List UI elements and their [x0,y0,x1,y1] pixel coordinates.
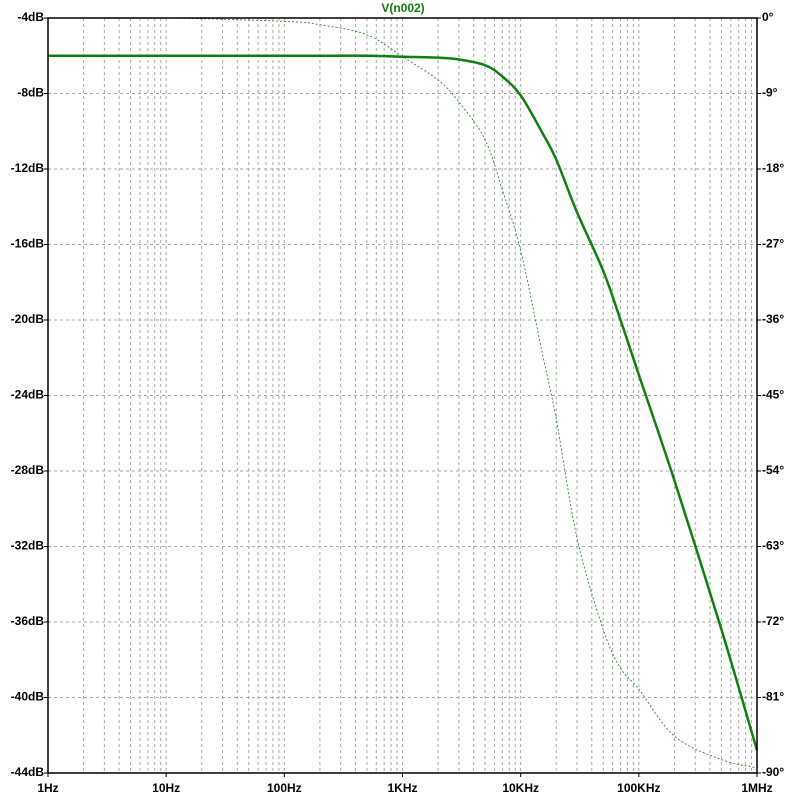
x-tick-label: 1MHz [741,781,772,795]
y2-tick-label: -45° [762,388,784,402]
y2-tick-label: -54° [762,463,784,477]
y2-tick-label: -81° [762,690,784,704]
y2-tick-label: -90° [762,765,784,779]
x-tick-label: 10KHz [502,781,539,795]
y-tick-label: -40dB [11,690,45,704]
y2-tick-label: -9° [762,86,778,100]
chart-title: V(n002) [381,1,424,15]
y2-tick-label: -63° [762,539,784,553]
y-tick-label: -4dB [17,10,44,24]
y-tick-label: -16dB [11,237,45,251]
y-tick-label: -8dB [17,86,44,100]
y-tick-label: -36dB [11,614,45,628]
y2-tick-label: -27° [762,237,784,251]
phase-line [47,17,758,769]
x-tick-label: 100KHz [617,781,660,795]
x-tick-label: 1KHz [387,781,417,795]
y-tick-label: -12dB [11,161,45,175]
y2-tick-label: 0° [762,10,774,24]
y2-tick-label: -18° [762,161,784,175]
y-tick-label: -20dB [11,312,45,326]
x-tick-label: 1Hz [37,781,58,795]
y2-tick-label: -36° [762,312,784,326]
y-tick-label: -24dB [11,388,45,402]
magnitude-line [47,54,759,751]
y-tick-label: -28dB [11,463,45,477]
y-tick-label: -44dB [11,765,45,779]
x-tick-label: 100Hz [267,781,302,795]
x-tick-label: 10Hz [152,781,180,795]
y-tick-label: -32dB [11,539,45,553]
y2-tick-label: -72° [762,614,784,628]
